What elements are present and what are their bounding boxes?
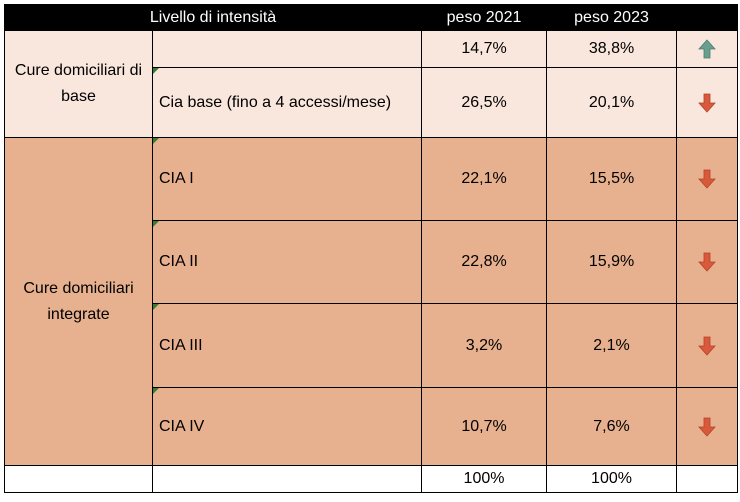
weight-2023-cell: 7,6% (546, 387, 678, 466)
down-arrow-icon (698, 93, 716, 113)
empty-cell (4, 465, 153, 493)
total-2023-cell: 100% (546, 465, 678, 493)
group-base-label: Cure domiciliari di base (4, 30, 153, 138)
empty-cell (151, 465, 423, 493)
weight-2021-cell: 22,8% (421, 220, 548, 304)
table-row: CIA II 22,8% 15,9% (4, 220, 739, 304)
weight-2021-cell: 22,1% (421, 137, 548, 221)
weight-2023-cell: 2,1% (546, 303, 678, 388)
header-row: Livello di intensità peso 2021 peso 2023 (3, 4, 739, 31)
level-label: CIA IV (159, 417, 205, 435)
comment-marker-icon (153, 138, 159, 144)
level-cell: CIA III (151, 303, 423, 388)
level-cell (151, 30, 423, 68)
table-row: Cure domiciliari integrate CIA I 22,1% 1… (4, 137, 739, 466)
level-label: CIA III (159, 336, 203, 354)
trend-cell (676, 220, 739, 304)
level-label: CIA II (159, 253, 199, 270)
weight-2021-cell: 3,2% (421, 303, 548, 388)
down-arrow-icon (698, 417, 716, 437)
weight-2023-cell: 15,5% (546, 137, 678, 221)
table-row: Cia base (fino a 4 accessi/mese) 26,5% 2… (4, 67, 739, 138)
total-2021-cell: 100% (421, 465, 548, 493)
header-2021: peso 2021 (421, 4, 548, 31)
header-level: Livello di intensità (3, 4, 423, 31)
totals-row: 100% 100% (4, 465, 739, 493)
trend-cell (676, 387, 739, 466)
level-cell: CIA II (151, 220, 423, 304)
intensity-table: Livello di intensità peso 2021 peso 2023… (3, 4, 739, 493)
level-cell: CIA I (151, 137, 423, 221)
weight-2023-cell: 20,1% (546, 67, 678, 138)
comment-marker-icon (153, 68, 159, 74)
weight-2021-cell: 26,5% (421, 67, 548, 138)
level-cell: Cia base (fino a 4 accessi/mese) (151, 67, 423, 138)
header-trend (676, 4, 739, 31)
comment-marker-icon (153, 304, 159, 310)
down-arrow-icon (698, 169, 716, 189)
weight-2021-cell: 14,7% (421, 30, 548, 68)
weight-2023-cell: 15,9% (546, 220, 678, 304)
up-arrow-icon (698, 39, 716, 59)
empty-cell (676, 465, 739, 493)
header-2023: peso 2023 (546, 4, 678, 31)
level-label: Cia base (fino a 4 accessi/mese) (159, 93, 392, 111)
comment-marker-icon (153, 221, 159, 227)
group-integrate-label: Cure domiciliari integrate (4, 137, 153, 466)
weight-2021-cell: 10,7% (421, 387, 548, 466)
trend-cell (676, 30, 739, 68)
trend-cell (676, 137, 739, 221)
table-row: Cure domiciliari di base 14,7% 38,8% (4, 30, 739, 138)
comment-marker-icon (153, 388, 159, 394)
trend-cell (676, 67, 739, 138)
level-cell: CIA IV (151, 387, 423, 466)
trend-cell (676, 303, 739, 388)
down-arrow-icon (698, 252, 716, 272)
weight-2023-cell: 38,8% (546, 30, 678, 68)
level-label: CIA I (159, 170, 194, 187)
down-arrow-icon (698, 336, 716, 356)
